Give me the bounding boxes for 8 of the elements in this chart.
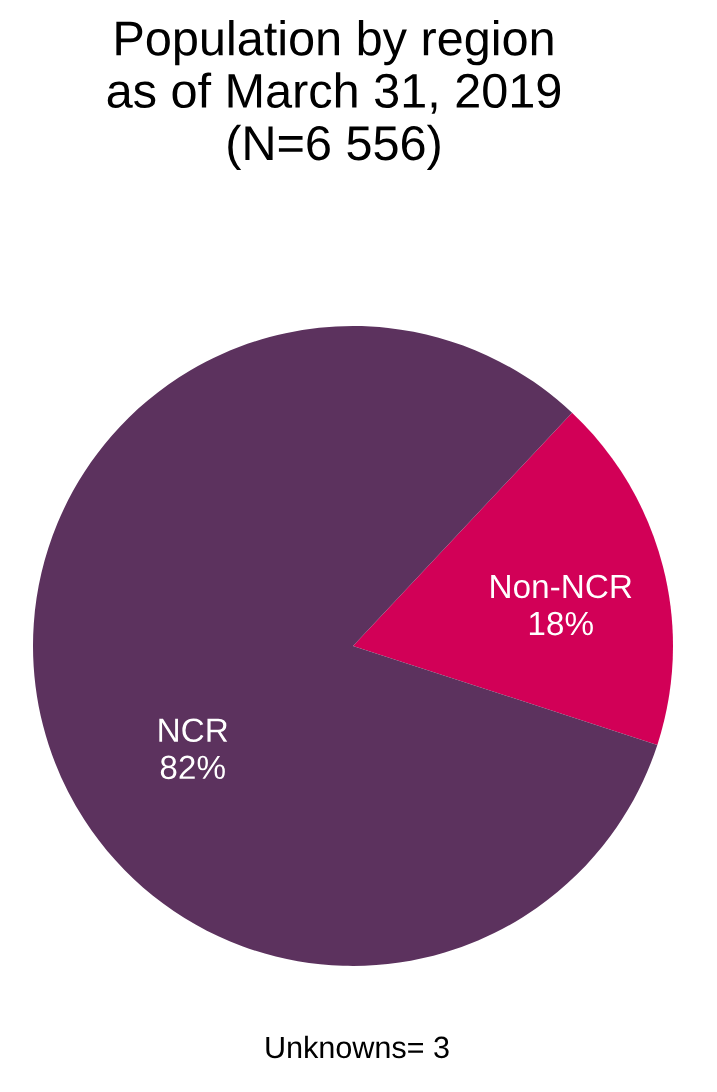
text: Unknowns= 3 <box>266 1035 449 1059</box>
slice-label: NCR <box>159 718 228 743</box>
data-label: 18% <box>529 611 593 636</box>
pie-slice <box>33 326 658 966</box>
data-label: 82% <box>160 755 225 780</box>
chart-title: Population by region as of March 31, 2019 (N=6 556) <box>107 20 561 171</box>
pie-slice <box>353 412 673 745</box>
slice-label: Non-NCR <box>491 574 632 599</box>
